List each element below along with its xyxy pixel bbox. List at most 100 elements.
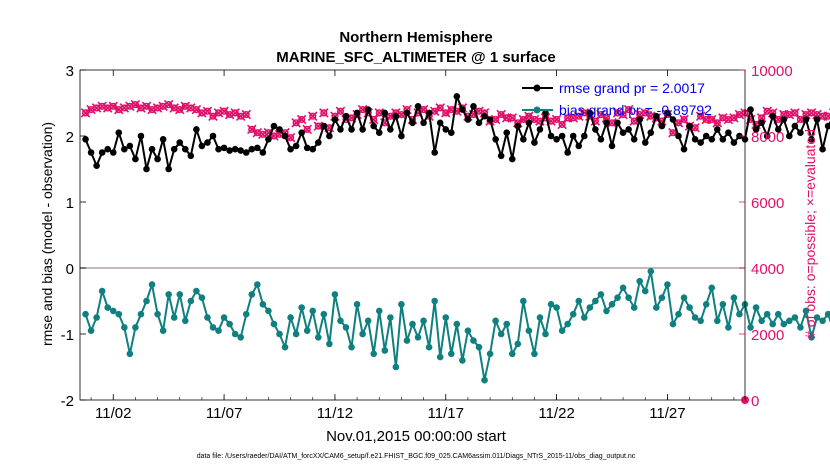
bias-point xyxy=(686,304,693,311)
bias-point xyxy=(702,301,710,308)
rmse-point xyxy=(786,132,793,140)
rmse-point xyxy=(658,122,666,130)
bias-point xyxy=(664,281,671,288)
bias-point xyxy=(486,350,494,358)
obs-point-possible xyxy=(680,115,688,124)
rmse-point xyxy=(542,109,549,117)
bias-point xyxy=(198,294,206,302)
rmse-point xyxy=(752,126,760,133)
rmse-point xyxy=(398,132,405,140)
bias-point xyxy=(121,324,128,331)
rmse-point xyxy=(420,119,427,127)
bias-point xyxy=(132,324,139,331)
rmse-point xyxy=(87,149,95,156)
bias-point xyxy=(254,281,261,288)
obs-point-evaluated-b xyxy=(247,124,257,135)
rmse-point xyxy=(819,145,826,153)
bias-point xyxy=(608,301,616,308)
bias-point xyxy=(375,307,383,315)
bias-point xyxy=(569,310,577,318)
bias-point xyxy=(669,320,677,328)
obs-point-possible xyxy=(824,112,830,120)
rmse-point xyxy=(730,139,738,146)
rmse-point xyxy=(547,132,555,140)
obs-point-possible xyxy=(303,125,311,133)
rmse-point xyxy=(292,142,300,150)
rmse-point xyxy=(614,119,621,127)
obs-point-possible xyxy=(320,109,328,117)
bias-point xyxy=(281,343,289,351)
bias-point xyxy=(215,327,222,335)
bias-point xyxy=(630,304,638,311)
x-axis-label: Nov.01,2015 00:00:00 start xyxy=(326,428,507,445)
bias-point xyxy=(730,294,738,302)
bias-point xyxy=(525,327,533,335)
rmse-point xyxy=(647,129,655,136)
rmse-point xyxy=(769,112,777,120)
obs-point xyxy=(618,109,628,120)
obs-point-possible xyxy=(791,109,799,117)
bias-point xyxy=(503,320,511,328)
bias-point xyxy=(558,327,566,335)
bias-point xyxy=(691,314,699,321)
obs-point-possible xyxy=(625,105,633,114)
rmse-point xyxy=(237,147,245,154)
rmse-point xyxy=(231,145,239,153)
bias-point xyxy=(98,287,106,295)
rmse-point xyxy=(165,165,172,173)
obs-point-evaluated-b xyxy=(374,108,385,118)
rmse-point xyxy=(187,152,195,160)
rmse-point xyxy=(447,129,455,136)
rmse-point xyxy=(691,136,699,143)
bias-point xyxy=(314,334,322,341)
bias-point xyxy=(597,291,605,298)
obs-point-evaluated-b xyxy=(169,103,179,113)
obs-point xyxy=(241,109,252,120)
rmse-point xyxy=(204,139,211,146)
bias-point xyxy=(392,363,400,371)
bias-point xyxy=(425,343,433,351)
bias-point xyxy=(680,294,688,302)
rmse-point xyxy=(137,132,145,140)
rmse-point xyxy=(364,106,372,113)
rmse-point xyxy=(132,155,139,163)
rmse-point xyxy=(143,165,150,173)
bias-point xyxy=(370,350,378,358)
rmse-point xyxy=(719,136,727,143)
bias-point xyxy=(481,376,488,384)
rmse-point xyxy=(702,132,710,140)
rmse-point xyxy=(791,122,799,130)
rmse-point xyxy=(669,116,677,123)
bias-point xyxy=(82,310,89,318)
rmse-point xyxy=(348,126,355,133)
bias-point xyxy=(619,284,627,292)
bias-point xyxy=(148,281,156,288)
rmse-point xyxy=(121,145,128,153)
rmse-point xyxy=(276,126,283,133)
legend-marker-bias xyxy=(533,106,541,114)
obs-point-evaluated-b xyxy=(646,111,656,121)
obs-point-possible xyxy=(558,120,566,129)
rmse-point xyxy=(381,109,389,117)
bias-point xyxy=(342,324,350,331)
obs-point-evaluated-b xyxy=(496,109,506,120)
rmse-point xyxy=(215,145,222,153)
rmse-point xyxy=(220,144,228,152)
rmse-point xyxy=(475,119,483,127)
obs-point-possible xyxy=(552,115,561,124)
bias-point xyxy=(536,314,544,321)
bias-point xyxy=(719,301,727,308)
bias-point xyxy=(603,307,610,315)
rmse-point xyxy=(464,116,472,123)
bias-point xyxy=(143,297,150,305)
obs-point-evaluated-b xyxy=(97,101,107,112)
rmse-point xyxy=(115,129,123,136)
rmse-point xyxy=(265,136,272,143)
obs-point-evaluated-b xyxy=(230,108,240,118)
rmse-point xyxy=(619,129,627,136)
rmse-point xyxy=(209,132,217,140)
rmse-point xyxy=(459,106,466,113)
rmse-point xyxy=(725,129,732,136)
rmse-point xyxy=(303,144,311,152)
x-tick-label: 11/22 xyxy=(538,405,574,422)
